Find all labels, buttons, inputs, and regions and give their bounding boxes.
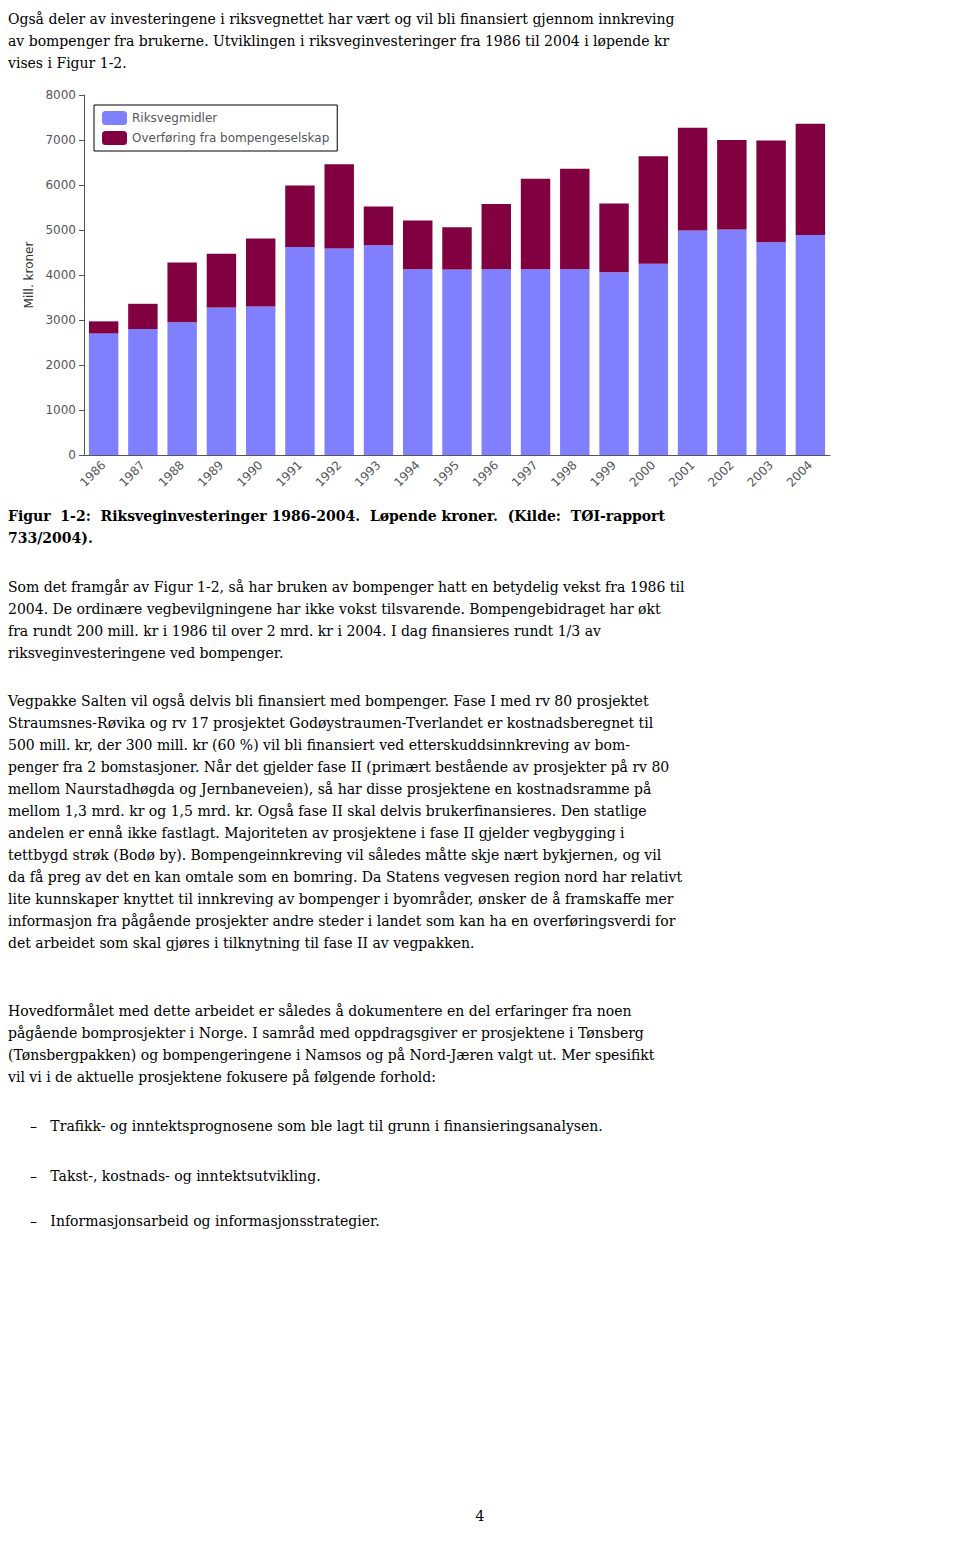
svg-text:penger fra 2 bomstasjoner. Når: penger fra 2 bomstasjoner. Når det gjeld… <box>8 759 669 775</box>
svg-text:2004. De ordinære vegbevilgnin: 2004. De ordinære vegbevilgningene har i… <box>8 601 661 617</box>
svg-text:1998: 1998 <box>548 458 579 489</box>
svg-text:2001: 2001 <box>666 458 697 489</box>
svg-text:fra rundt 200 mill. kr i 1986: fra rundt 200 mill. kr i 1986 til over 2… <box>8 623 601 639</box>
svg-text:733/2004).: 733/2004). <box>8 530 93 546</box>
svg-text:1999: 1999 <box>588 458 619 489</box>
svg-text:2003: 2003 <box>745 458 776 489</box>
svg-text:5000: 5000 <box>45 223 76 237</box>
svg-text:Hovedformålet med dette arbeid: Hovedformålet med dette arbeidet er såle… <box>8 1003 632 1019</box>
svg-text:8000: 8000 <box>45 88 76 102</box>
svg-text:Straumsnes-Røvika og rv 17 pro: Straumsnes-Røvika og rv 17 prosjektet Go… <box>8 715 654 731</box>
svg-text:av bompenger fra brukerne. Utv: av bompenger fra brukerne. Utviklingen i… <box>8 33 669 49</box>
svg-text:mellom Naurstadhøgda og Jernba: mellom Naurstadhøgda og Jernbaneveien), … <box>8 781 651 797</box>
svg-text:pågående bomprosjekter i Norge: pågående bomprosjekter i Norge. I samråd… <box>8 1025 644 1041</box>
svg-text:– Informasjonsarbeid og info: – Informasjonsarbeid og informasjonsstra… <box>30 1213 380 1229</box>
svg-text:1995: 1995 <box>430 458 461 489</box>
svg-text:6000: 6000 <box>45 178 76 192</box>
svg-text:Figur 1-2: Riksveginvesterin: Figur 1-2: Riksveginvesteringer 1986-200… <box>8 508 665 524</box>
svg-text:Mill. kroner: Mill. kroner <box>22 242 36 309</box>
svg-text:det arbeidet som skal gjøres i: det arbeidet som skal gjøres i tilknytni… <box>8 935 474 951</box>
svg-text:tettbygd strøk (Bodø by). Bomp: tettbygd strøk (Bodø by). Bompengeinnkre… <box>8 847 662 863</box>
svg-text:1989: 1989 <box>195 458 226 489</box>
svg-text:1993: 1993 <box>352 458 383 489</box>
svg-text:da få preg av det en kan omtal: da få preg av det en kan omtale som en b… <box>8 869 682 885</box>
svg-text:0: 0 <box>68 448 76 462</box>
svg-text:1996: 1996 <box>470 458 501 489</box>
svg-text:vises i Figur 1-2.: vises i Figur 1-2. <box>7 55 127 71</box>
svg-text:2000: 2000 <box>627 458 658 489</box>
svg-text:(Tønsbergpakken) og bompengeri: (Tønsbergpakken) og bompengeringene i Na… <box>8 1047 655 1063</box>
svg-text:Riksvegmidler: Riksvegmidler <box>132 111 217 125</box>
svg-text:mellom 1,3 mrd. kr og 1,5 mrd.: mellom 1,3 mrd. kr og 1,5 mrd. kr. Også … <box>8 803 647 819</box>
svg-text:4000: 4000 <box>45 268 76 282</box>
svg-text:1997: 1997 <box>509 458 540 489</box>
svg-text:Overføring fra bompengeselskap: Overføring fra bompengeselskap <box>132 131 329 145</box>
svg-text:1986: 1986 <box>77 458 108 489</box>
svg-text:informasjon fra pågående prosj: informasjon fra pågående prosjekter andr… <box>8 913 676 929</box>
svg-text:2000: 2000 <box>45 358 76 372</box>
svg-text:4: 4 <box>476 1508 485 1524</box>
svg-text:1990: 1990 <box>234 458 265 489</box>
svg-text:Vegpakke Salten vil også delvi: Vegpakke Salten vil også delvis bli fina… <box>7 693 649 709</box>
svg-text:Også deler av investeringene i: Også deler av investeringene i riksvegne… <box>8 11 675 27</box>
svg-text:andelen er ennå ikke fastlagt.: andelen er ennå ikke fastlagt. Majoritet… <box>8 825 625 841</box>
svg-text:1987: 1987 <box>116 458 147 489</box>
svg-text:lite kunnskaper knyttet til in: lite kunnskaper knyttet til innkreving a… <box>8 891 674 907</box>
svg-text:– Takst-, kostnads- og innte: – Takst-, kostnads- og inntektsutvikling… <box>30 1168 321 1184</box>
svg-text:2004: 2004 <box>784 458 815 489</box>
svg-text:1991: 1991 <box>273 458 304 489</box>
svg-text:7000: 7000 <box>45 133 76 147</box>
svg-text:3000: 3000 <box>45 313 76 327</box>
svg-text:vil vi i de aktuelle prosjekte: vil vi i de aktuelle prosjektene fokuser… <box>7 1069 436 1085</box>
svg-text:riksveginvesteringene ved bomp: riksveginvesteringene ved bompenger. <box>8 645 283 661</box>
svg-text:1994: 1994 <box>391 458 422 489</box>
svg-text:1988: 1988 <box>156 458 187 489</box>
svg-text:500 mill. kr, der 300 mill. kr: 500 mill. kr, der 300 mill. kr (60 %) vi… <box>8 737 630 753</box>
svg-text:Som det framgår av Figur 1-2,: Som det framgår av Figur 1-2, så har bru… <box>8 579 685 595</box>
svg-text:2002: 2002 <box>705 458 736 489</box>
svg-text:1992: 1992 <box>313 458 344 489</box>
svg-text:– Trafikk- og inntektsprogno: – Trafikk- og inntektsprognosene som ble… <box>30 1118 603 1134</box>
svg-text:1000: 1000 <box>45 403 76 417</box>
